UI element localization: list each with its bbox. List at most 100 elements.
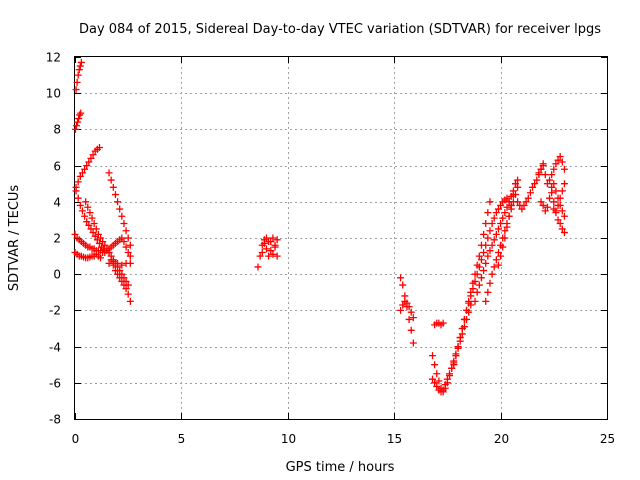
data-point <box>463 306 471 314</box>
data-point <box>126 259 134 267</box>
data-point <box>484 288 492 296</box>
data-point <box>524 194 532 202</box>
data-point <box>403 299 411 307</box>
data-point <box>120 238 128 246</box>
data-point <box>475 252 483 260</box>
data-point <box>95 144 103 151</box>
x-tick-label: 25 <box>600 432 615 446</box>
data-point <box>267 247 275 255</box>
data-point <box>488 220 496 228</box>
x-tick-label: 0 <box>72 432 80 446</box>
data-point <box>469 285 477 293</box>
data-point <box>397 274 405 282</box>
data-point <box>94 230 102 238</box>
data-point <box>89 229 97 237</box>
data-point <box>539 162 547 170</box>
data-point <box>558 187 566 195</box>
data-point <box>543 203 551 211</box>
data-point <box>492 230 500 238</box>
data-point <box>78 207 86 215</box>
data-point <box>124 290 132 298</box>
data-point <box>269 234 277 242</box>
data-point <box>477 274 485 282</box>
data-point <box>507 201 515 209</box>
data-point <box>82 198 90 206</box>
data-point <box>124 234 132 242</box>
data-point <box>97 234 105 242</box>
data-point <box>105 248 113 256</box>
data-point <box>118 212 126 220</box>
data-point <box>81 212 89 220</box>
data-point <box>475 263 483 271</box>
data-point <box>501 234 509 242</box>
data-point <box>105 259 113 267</box>
y-tick-label: -4 <box>49 341 61 355</box>
data-point <box>558 207 566 215</box>
y-tick-label: -2 <box>49 304 61 318</box>
data-point <box>101 241 109 249</box>
data-point <box>486 247 494 255</box>
series-arc-22 <box>514 160 547 213</box>
data-point <box>543 180 551 188</box>
data-point <box>122 285 130 293</box>
data-point <box>71 125 79 133</box>
series-arc-13 <box>397 274 417 347</box>
data-point <box>429 375 437 383</box>
data-point <box>560 229 568 237</box>
data-point <box>503 223 511 231</box>
data-point <box>552 209 560 217</box>
data-point <box>433 370 441 378</box>
data-point <box>482 220 490 228</box>
data-point <box>122 227 130 235</box>
data-point <box>431 379 439 387</box>
data-point <box>554 201 562 209</box>
data-point <box>120 281 128 289</box>
data-point <box>456 334 464 342</box>
data-point <box>439 386 447 394</box>
data-point <box>77 58 85 66</box>
data-point <box>497 201 505 209</box>
data-point <box>533 176 541 184</box>
data-point <box>429 352 437 360</box>
data-point <box>522 198 530 206</box>
series-arc-8 <box>105 169 134 249</box>
data-point <box>88 214 96 222</box>
data-point <box>84 203 92 211</box>
data-point <box>118 234 126 242</box>
data-point <box>529 183 537 191</box>
data-point <box>554 216 562 224</box>
series-arc-9 <box>105 248 134 305</box>
data-point <box>77 109 85 117</box>
data-point <box>492 209 500 217</box>
data-point <box>471 277 479 285</box>
data-point <box>105 169 113 177</box>
data-point <box>72 122 80 130</box>
data-point <box>494 248 502 256</box>
y-tick-label: 4 <box>53 196 61 210</box>
data-point <box>260 239 268 247</box>
data-point <box>273 236 281 244</box>
data-point <box>471 297 479 305</box>
data-point <box>114 270 122 278</box>
data-point <box>107 176 115 184</box>
data-point <box>120 220 128 228</box>
data-point <box>441 381 449 389</box>
data-point <box>482 259 490 267</box>
data-point <box>72 86 80 94</box>
data-point <box>86 209 94 217</box>
data-point <box>74 118 82 126</box>
data-point <box>486 279 494 287</box>
series-arc-21 <box>494 176 522 269</box>
x-tick-label: 15 <box>387 432 402 446</box>
grid-layer <box>75 57 607 419</box>
y-tick-label: 10 <box>46 87 61 101</box>
data-point <box>116 274 124 282</box>
data-point <box>74 71 82 79</box>
data-point <box>254 263 262 271</box>
data-point <box>560 212 568 220</box>
data-point <box>118 277 126 285</box>
data-point <box>409 314 417 322</box>
data-point <box>126 241 134 249</box>
data-point <box>126 297 134 305</box>
